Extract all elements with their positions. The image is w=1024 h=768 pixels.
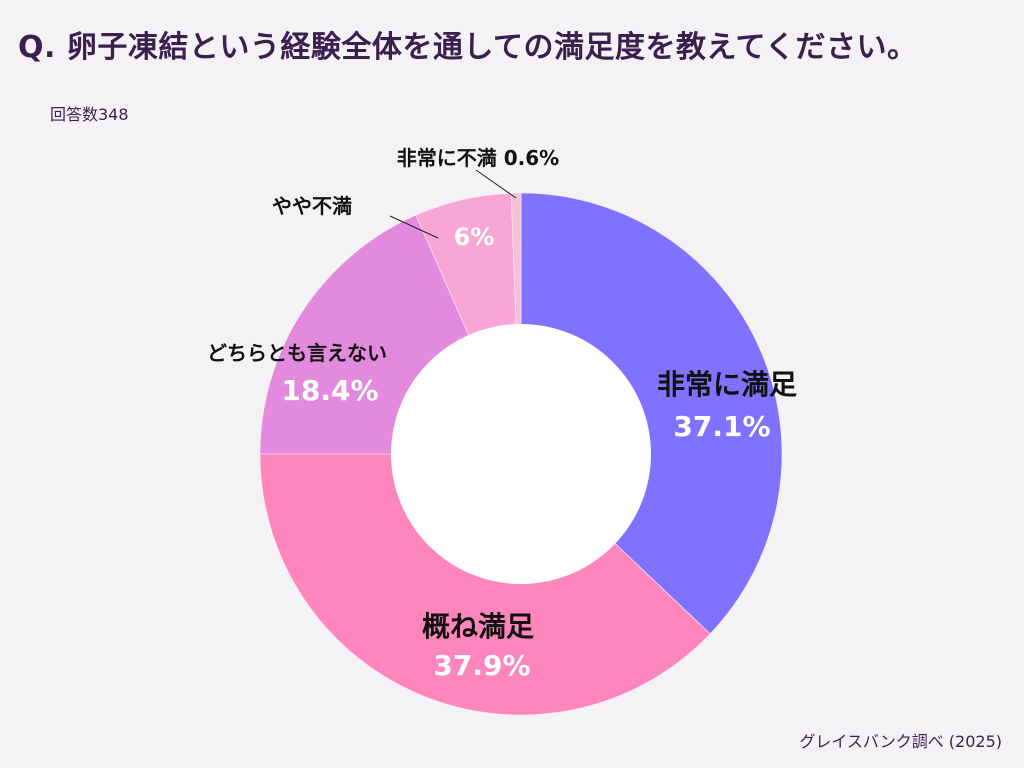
leader-line-5: [475, 169, 517, 199]
chart-title: Q. 卵子凍結という経験全体を通しての満足度を教えてください。: [18, 30, 918, 65]
leader-lines: [389, 169, 517, 239]
slice-1: [520, 192, 783, 635]
slice-label-1: 非常に満足: [657, 368, 797, 401]
slice-value-2: 37.9%: [433, 649, 530, 682]
leader-line-4: [389, 215, 439, 239]
slice-label-3: どちらとも言えない: [207, 341, 387, 365]
slice-label-4: やや不満: [272, 194, 352, 218]
slice-value-1: 37.1%: [673, 410, 770, 443]
slice-label-2: 概ね満足: [422, 610, 534, 643]
donut-hole: [391, 324, 651, 584]
source-note: グレイスバンク調べ (2025): [799, 732, 1002, 751]
slice-labels: 非常に満足 37.1% 概ね満足 37.9% どちらとも言えない 18.4% やや不満 6% 非…: [207, 146, 797, 682]
slice-2: [259, 453, 711, 716]
respondent-count: 回答数348: [50, 105, 129, 124]
slice-value-3: 18.4%: [281, 374, 378, 407]
slice-label-5: 非常に不満 0.6%: [397, 146, 559, 170]
slice-value-4: 6%: [454, 223, 495, 251]
